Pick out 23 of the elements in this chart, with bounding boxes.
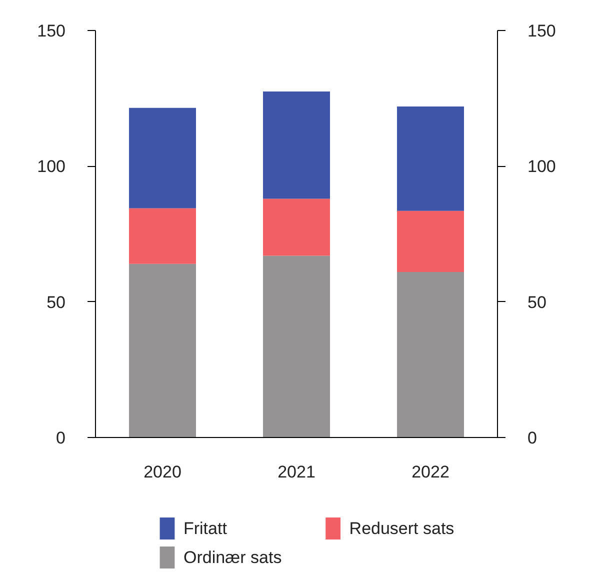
y2-tick-label: 50 [528,292,546,312]
bar [263,92,330,199]
bar [263,256,330,438]
legend-label: Redusert sats [349,519,454,538]
legend-label: Ordinær sats [183,548,282,567]
bar [129,264,196,438]
y-tick-label: 100 [37,157,66,176]
y-tick-label: 0 [56,428,66,448]
y2-tick-label: 100 [528,157,556,176]
y-tick-label: 50 [46,292,66,312]
y2-tick-label: 150 [528,22,556,40]
legend-label: Fritatt [183,519,228,538]
bar [397,210,464,272]
y2-tick-label: 0 [528,428,537,448]
x-tick-label: 2021 [278,462,316,482]
bar [397,272,464,438]
bar [263,198,330,256]
x-tick-label: 2020 [144,462,182,482]
y-tick-label: 150 [37,22,66,40]
bar [397,106,464,211]
bar [129,208,196,264]
bar [129,108,196,208]
x-tick-label: 2022 [412,462,450,482]
